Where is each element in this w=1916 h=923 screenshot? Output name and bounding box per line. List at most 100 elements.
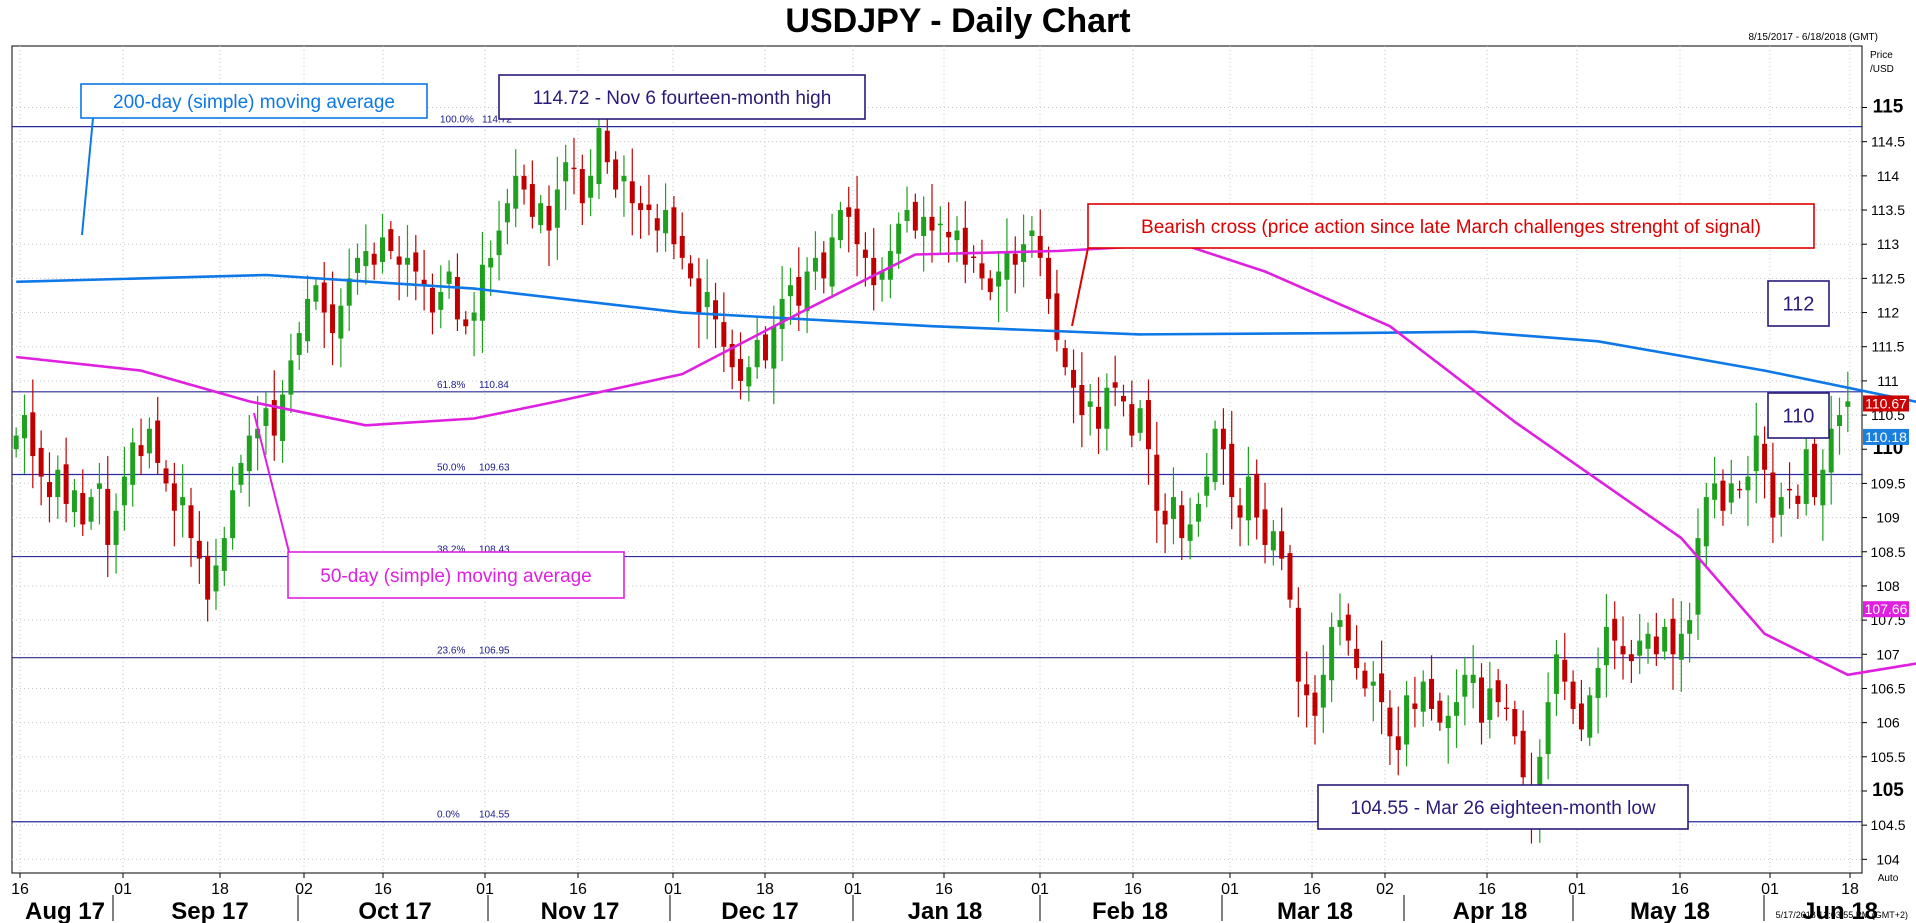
candle-body (912, 201, 918, 231)
candle-body (1320, 674, 1326, 708)
x-month-label: Dec 17 (721, 898, 798, 923)
bearish-cross-annotation-text: Bearish cross (price action since late M… (1141, 217, 1761, 238)
fibonacci-label: 38.2% (437, 545, 465, 556)
y-tick-label: 112 (1877, 305, 1900, 321)
candle-body (155, 420, 161, 463)
x-month-label: Feb 18 (1092, 898, 1168, 923)
candle-body (1029, 230, 1035, 237)
candle-body (1703, 497, 1709, 547)
candle-body (1104, 387, 1110, 429)
x-day-label: 16 (1478, 881, 1496, 898)
candle-body (1845, 401, 1851, 407)
candle-body (671, 207, 677, 245)
candle-body (613, 159, 619, 190)
candle-body (1154, 454, 1160, 511)
candle-body (263, 408, 269, 427)
y-tick-label: 107 (1876, 646, 1900, 662)
bearish-cross-annotation-connector (1071, 247, 1089, 327)
fibonacci-label: 100.0% (440, 115, 474, 126)
candle-body (837, 210, 843, 241)
candle-body (238, 462, 244, 485)
candle-body (1062, 348, 1068, 368)
candle-body (1304, 684, 1310, 696)
candle-body (113, 510, 119, 545)
candle-body (513, 175, 519, 209)
candle-body (1445, 715, 1451, 729)
candle-body (1354, 648, 1360, 668)
candle-body (1362, 670, 1368, 689)
fibonacci-value: 110.84 (479, 380, 509, 391)
candle-body (1645, 633, 1651, 649)
candle-body (1079, 385, 1085, 416)
x-day-label: 16 (569, 881, 587, 898)
low-annotation (1317, 784, 1689, 830)
candle-body (1570, 681, 1576, 709)
candle-body (371, 253, 377, 265)
candle-body (804, 271, 810, 312)
candle-body (1728, 483, 1734, 503)
candle-body (446, 271, 452, 284)
candle-body (288, 360, 294, 395)
candle-body (146, 428, 152, 454)
candle-body (346, 278, 352, 306)
candle-body (1229, 443, 1235, 498)
candle-body (629, 181, 635, 204)
candle-body (1687, 620, 1693, 634)
candle-body (796, 277, 802, 306)
axis-footer: Auto (1878, 873, 1899, 884)
candle-body (846, 207, 852, 217)
candle-body (1828, 428, 1834, 473)
candle-body (130, 442, 136, 485)
candle-body (396, 256, 402, 265)
chart-timestamp: 5/17/2018 12:03:55 PM (GMT+2) (1775, 910, 1908, 920)
candle-body (246, 435, 252, 472)
candle-body (1204, 476, 1210, 496)
plot-area (11, 45, 1863, 874)
candle-body (380, 237, 385, 262)
candle-body (971, 256, 977, 259)
candle-body (1803, 449, 1809, 504)
x-day-label: 01 (1761, 881, 1779, 898)
candle-body (546, 205, 552, 231)
candle-body (96, 483, 102, 489)
candle-body (979, 263, 985, 279)
candle-body (1837, 415, 1843, 427)
candle-body (1120, 395, 1126, 402)
candle-body (1270, 531, 1276, 551)
price-badge-text: 110.18 (1865, 429, 1907, 445)
candle-body (1429, 678, 1435, 709)
y-tick-label: 111 (1877, 373, 1898, 389)
x-day-label: 02 (1376, 881, 1394, 898)
candle-body (1462, 674, 1468, 697)
x-month-label: Jun 18 (1802, 898, 1878, 923)
candle-body (596, 128, 602, 185)
candle-body (21, 415, 27, 439)
candle-body (1137, 408, 1143, 433)
candle-body (1620, 646, 1626, 655)
y-tick-label: 109 (1876, 510, 1900, 526)
candle-body (1753, 435, 1759, 472)
candle-body (1145, 400, 1151, 450)
candle-body (1487, 688, 1493, 720)
candle-body (954, 230, 960, 241)
candle-body (1770, 472, 1776, 518)
ma-200-annotation-text: 200-day (simple) moving average (113, 92, 395, 113)
x-day-label: 01 (1568, 881, 1586, 898)
candle-body (563, 162, 569, 182)
candle-body (654, 218, 660, 231)
x-day-label: 16 (935, 881, 953, 898)
candle-body (1312, 692, 1318, 716)
candle-body (1087, 401, 1093, 407)
candle-body (646, 204, 652, 211)
level-110-box (1767, 392, 1830, 439)
candle-body (929, 216, 935, 231)
candle-body (521, 175, 527, 190)
candle-body (1495, 680, 1501, 703)
candle-body (1720, 480, 1726, 511)
candle-body (421, 279, 427, 286)
candle-body (812, 257, 818, 272)
candle-body (121, 476, 127, 506)
y-tick-label: 105 (1872, 780, 1904, 801)
fibonacci-value: 114.72 (482, 115, 512, 126)
candle-body (55, 469, 61, 498)
